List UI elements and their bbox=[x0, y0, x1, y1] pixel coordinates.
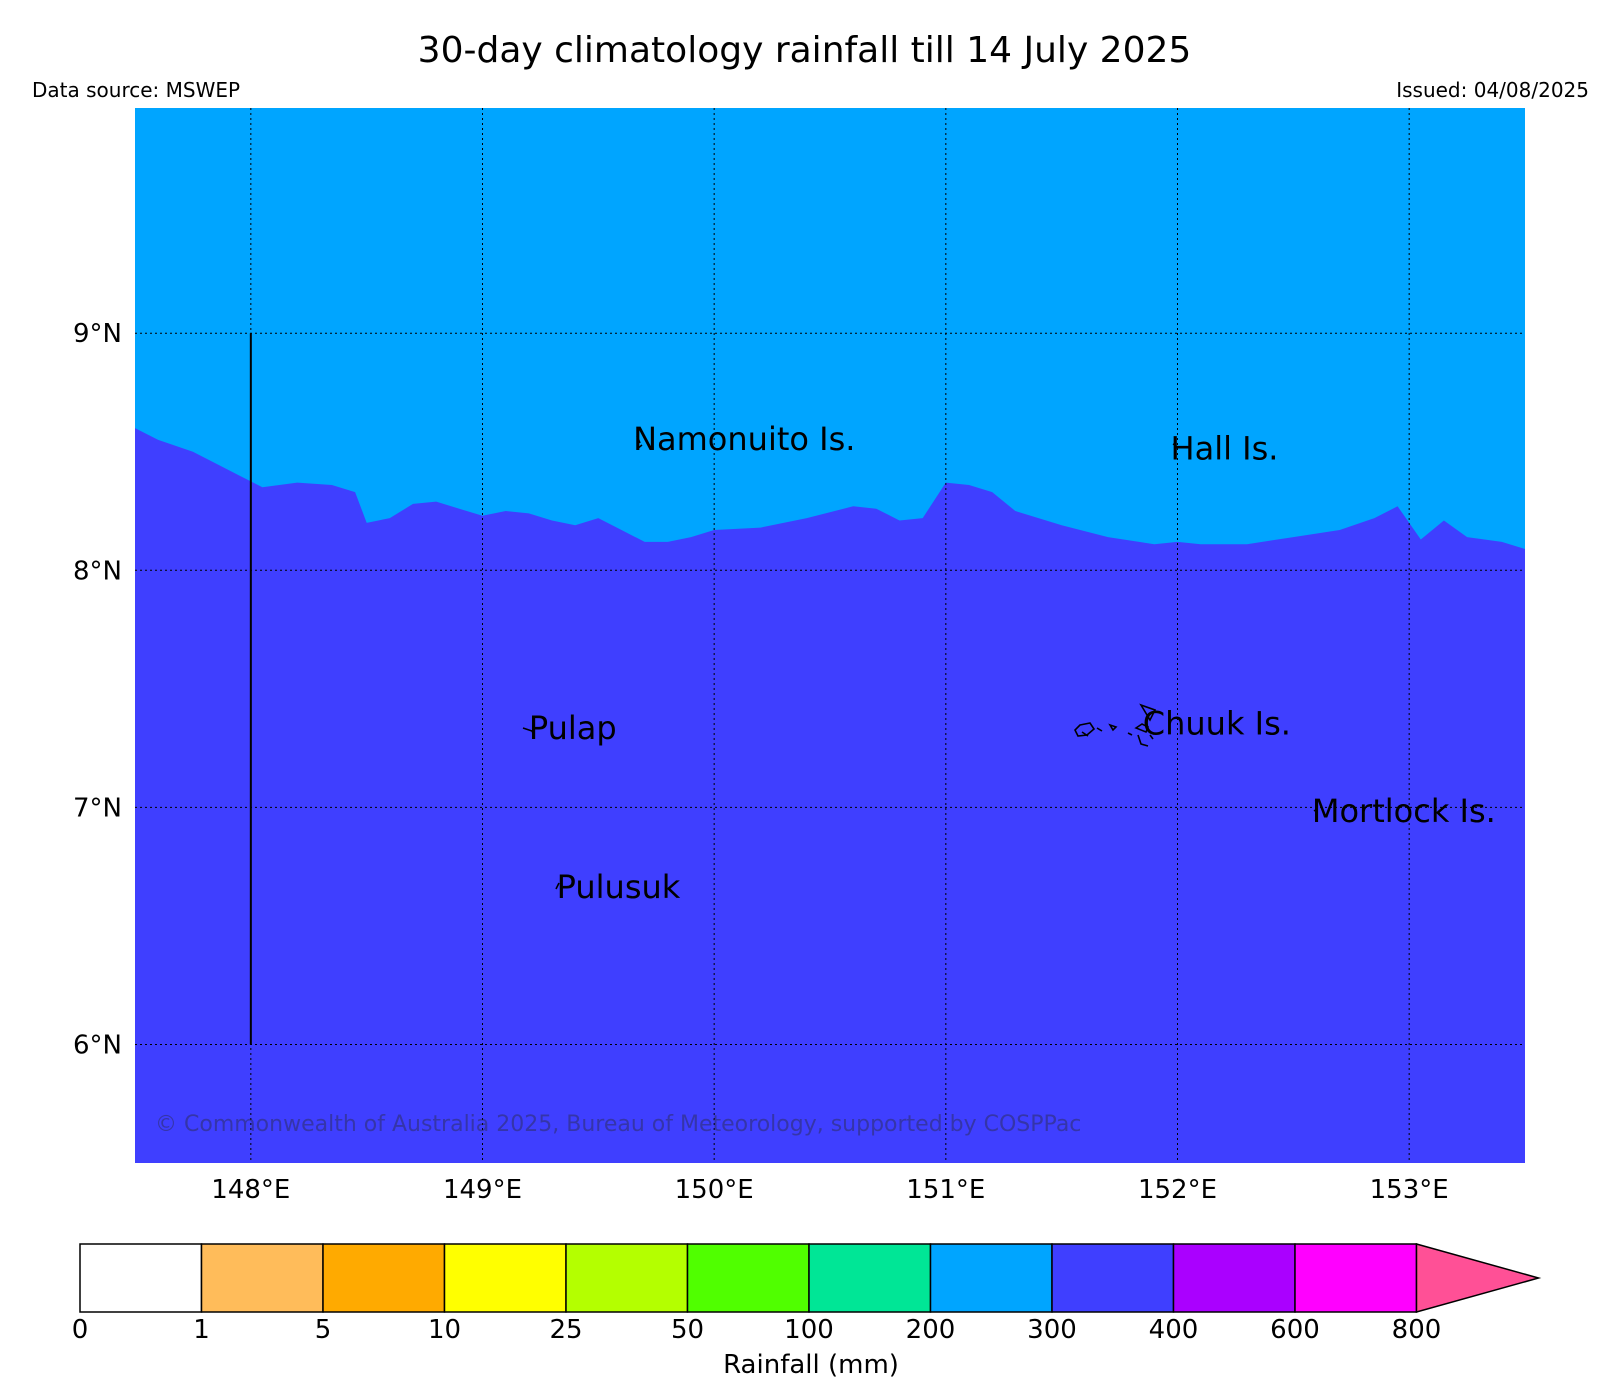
place-label: Hall Is. bbox=[1171, 429, 1279, 467]
graticule bbox=[135, 108, 1525, 1163]
colorbar-tick-label: 5 bbox=[315, 1315, 332, 1345]
colorbar-tick-label: 400 bbox=[1149, 1315, 1199, 1345]
longitude-tick-label: 148°E bbox=[211, 1175, 290, 1200]
colorbar-bins bbox=[79, 1243, 1418, 1313]
colorbar-bin bbox=[1294, 1243, 1418, 1313]
longitude-tick-label: 152°E bbox=[1138, 1175, 1217, 1200]
longitude-tick-label: 153°E bbox=[1370, 1175, 1449, 1200]
place-label: Namonuito Is. bbox=[633, 420, 855, 458]
longitude-tick-label: 151°E bbox=[906, 1175, 985, 1200]
latitude-tick-labels: 6°N 7°N 8°N 9°N bbox=[73, 319, 122, 1060]
rainfall-map: Namonuito Is. Hall Is. Pulap Chuuk Is. Mortl… bbox=[73, 108, 1525, 1200]
colorbar-bin bbox=[1051, 1243, 1175, 1313]
colorbar-extend-arrow bbox=[1415, 1243, 1542, 1313]
latitude-tick-label: 6°N bbox=[73, 1030, 122, 1060]
colorbar-tick-label: 1 bbox=[193, 1315, 210, 1345]
colorbar-tick-label: 100 bbox=[784, 1315, 834, 1345]
place-label: Pulusuk bbox=[557, 868, 681, 906]
latitude-tick-label: 7°N bbox=[73, 793, 122, 823]
map-plot-area: Namonuito Is. Hall Is. Pulap Chuuk Is. Mortl… bbox=[135, 108, 1525, 1163]
colorbar-bin bbox=[929, 1243, 1053, 1313]
colorbar-bin bbox=[1172, 1243, 1296, 1313]
colorbar-tick-label: 200 bbox=[906, 1315, 956, 1345]
issued-date-label: Issued: 04/08/2025 bbox=[1396, 78, 1589, 102]
latitude-tick-label: 8°N bbox=[73, 556, 122, 586]
place-labels: Namonuito Is. Hall Is. Pulap Chuuk Is. Mortl… bbox=[529, 420, 1496, 906]
colorbar-bin bbox=[200, 1243, 324, 1313]
colorbar-tick-label: 10 bbox=[428, 1315, 461, 1345]
colorbar-label: Rainfall (mm) bbox=[723, 1350, 899, 1380]
place-label: Pulap bbox=[529, 709, 617, 747]
mortlock-island-outline bbox=[1313, 808, 1318, 812]
colorbar-tick-label: 600 bbox=[1270, 1315, 1320, 1345]
latitude-tick-label: 9°N bbox=[73, 319, 122, 349]
colorbar-bin bbox=[79, 1243, 203, 1313]
namonuito-island-outline bbox=[636, 435, 643, 450]
longitude-tick-labels: 148°E 149°E 150°E 151°E 152°E 153°E bbox=[211, 1175, 1448, 1200]
colorbar-tick-label: 50 bbox=[671, 1315, 704, 1345]
map-title: 30-day climatology rainfall till 14 July… bbox=[417, 30, 1192, 71]
place-label: Mortlock Is. bbox=[1312, 792, 1496, 830]
hall-island-outline bbox=[1172, 443, 1176, 446]
chuuk-lagoon-outline bbox=[1074, 703, 1157, 747]
data-source-label: Data source: MSWEP bbox=[32, 78, 241, 102]
colorbar-tick-label: 25 bbox=[549, 1315, 582, 1345]
colorbar-tick-label: 0 bbox=[72, 1315, 89, 1345]
longitude-tick-label: 150°E bbox=[675, 1175, 754, 1200]
island-outlines bbox=[522, 435, 1318, 890]
colorbar-tick-labels: 0 1 5 10 25 50 100 200 300 400 600 800 bbox=[72, 1315, 1442, 1345]
colorbar-bin bbox=[322, 1243, 446, 1313]
copyright-notice: © Commonwealth of Australia 2025, Bureau… bbox=[155, 1112, 1081, 1137]
colorbar-bin bbox=[443, 1243, 567, 1313]
pulusuk-island-outline bbox=[555, 882, 560, 890]
colorbar-tick-label: 300 bbox=[1027, 1315, 1077, 1345]
longitude-tick-label: 149°E bbox=[443, 1175, 522, 1200]
colorbar-tick-label: 800 bbox=[1392, 1315, 1442, 1345]
colorbar-bin bbox=[565, 1243, 689, 1313]
pulap-island-outline bbox=[522, 727, 535, 736]
place-label: Chuuk Is. bbox=[1143, 704, 1291, 742]
colorbar-bin bbox=[686, 1243, 810, 1313]
colorbar-bin bbox=[808, 1243, 932, 1313]
